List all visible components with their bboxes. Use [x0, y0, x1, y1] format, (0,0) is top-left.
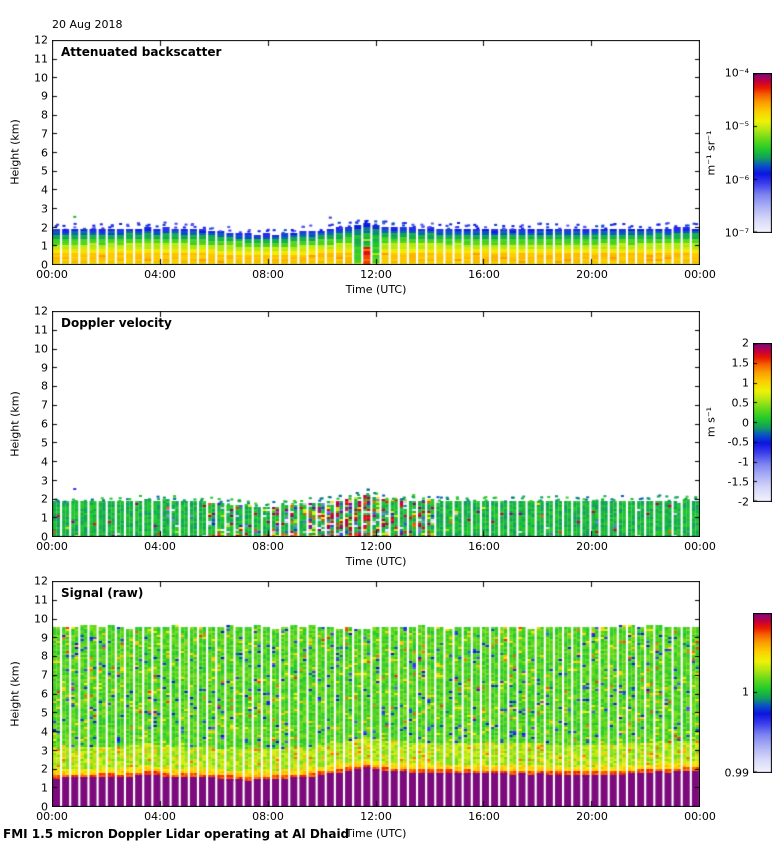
x-tick-label: 00:00: [36, 810, 68, 823]
y-tick-label: 0: [41, 800, 48, 814]
colorbar-tick-label: 10⁻⁵: [724, 119, 749, 133]
y-tick-label: 1: [41, 511, 48, 525]
y-tick-label: 7: [41, 127, 48, 141]
colorbar-tick-label: 0: [742, 416, 749, 429]
colorbar-tick-label: 2: [742, 336, 749, 350]
y-tick-label: 2: [41, 492, 48, 506]
colorbar-tick-label: 1: [742, 685, 749, 699]
signal-colorbar: [753, 613, 772, 773]
x-tick-label: 12:00: [360, 268, 392, 281]
y-tick-label: 0: [41, 258, 48, 272]
velocity-colorbar: [753, 343, 772, 502]
x-tick-label: 08:00: [252, 268, 284, 281]
y-tick-label: 9: [41, 361, 48, 374]
x-axis-label-velocity: Time (UTC): [345, 555, 407, 568]
x-tick-label: 04:00: [144, 810, 176, 823]
y-tick-label: 12: [34, 304, 48, 318]
y-tick-label: 12: [34, 33, 48, 47]
y-tick-label: 2: [41, 762, 48, 776]
colorbar-tick-label: 1.5: [731, 356, 750, 370]
y-tick-label: 3: [41, 202, 48, 216]
colorbar-tick-label: -2: [738, 495, 749, 509]
x-axis-label-backscatter: Time (UTC): [345, 283, 407, 296]
x-tick-label: 12:00: [360, 540, 392, 553]
x-tick-label: 20:00: [576, 540, 608, 553]
colorbar-tick-label: 1: [742, 376, 749, 390]
colorbar-tick-label: -0.5: [727, 435, 749, 449]
x-tick-label: 04:00: [144, 540, 176, 553]
y-tick-label: 9: [41, 631, 48, 644]
y-tick-label: 6: [41, 146, 48, 159]
colorbar-tick-label: 10⁻⁴: [724, 66, 749, 80]
y-tick-label: 12: [34, 574, 48, 588]
x-axis-label-signal: Time (UTC): [345, 827, 407, 840]
backscatter-heatmap: [52, 40, 700, 265]
x-tick-label: 00:00: [36, 268, 68, 281]
y-tick-label: 4: [41, 455, 48, 469]
x-tick-label: 08:00: [252, 540, 284, 553]
date-title: 20 Aug 2018: [52, 18, 123, 31]
y-tick-label: 9: [41, 89, 48, 103]
velocity-heatmap: [52, 311, 700, 537]
x-tick-label: 00:00: [684, 810, 716, 823]
colorbar-tick-label: -1.5: [727, 475, 749, 489]
y-tick-label: 8: [41, 108, 48, 122]
y-tick-label: 5: [41, 164, 48, 178]
y-tick-label: 4: [41, 725, 48, 739]
x-tick-label: 20:00: [576, 268, 608, 281]
y-tick-label: 7: [41, 668, 48, 682]
y-tick-label: 6: [41, 687, 48, 701]
y-tick-label: 2: [41, 221, 48, 234]
y-tick-label: 8: [41, 379, 48, 393]
colorbar-tick-label: 10⁻⁶: [724, 173, 749, 187]
x-tick-label: 00:00: [684, 268, 716, 281]
footer-note: FMI 1.5 micron Doppler Lidar operating a…: [3, 827, 350, 841]
x-tick-label: 12:00: [360, 810, 392, 823]
y-tick-label: 10: [34, 612, 48, 626]
y-tick-label: 10: [34, 71, 48, 84]
y-tick-label: 7: [41, 398, 48, 412]
x-tick-label: 00:00: [36, 540, 68, 553]
y-tick-label: 1: [41, 239, 48, 253]
x-tick-label: 08:00: [252, 810, 284, 823]
panel-title-signal: Signal (raw): [61, 586, 144, 600]
colorbar-tick-label: -1: [738, 455, 749, 469]
signal-heatmap: [52, 581, 700, 807]
panel-title-backscatter: Attenuated backscatter: [61, 45, 222, 59]
colorbar-tick-label: 0.99: [724, 766, 750, 780]
y-tick-label: 3: [41, 474, 48, 487]
x-tick-label: 16:00: [468, 540, 500, 553]
y-tick-label: 11: [34, 52, 48, 66]
y-tick-label: 11: [34, 593, 48, 607]
x-tick-label: 04:00: [144, 268, 176, 281]
y-tick-label: 6: [41, 417, 48, 431]
backscatter-colorbar: [753, 73, 772, 233]
colorbar-tick-label: 0.5: [731, 396, 750, 410]
y-tick-label: 3: [41, 744, 48, 757]
y-tick-label: 0: [41, 530, 48, 544]
y-tick-label: 5: [41, 436, 48, 450]
colorbar-tick-label: 10⁻⁷: [724, 226, 749, 240]
y-tick-label: 11: [34, 323, 48, 337]
x-tick-label: 00:00: [684, 540, 716, 553]
y-tick-label: 10: [34, 342, 48, 356]
y-tick-label: 4: [41, 183, 48, 197]
x-tick-label: 16:00: [468, 810, 500, 823]
backscatter-colorbar-unit: m⁻¹ sr⁻¹: [704, 130, 718, 176]
x-tick-label: 16:00: [468, 268, 500, 281]
x-tick-label: 20:00: [576, 810, 608, 823]
y-tick-label: 1: [41, 781, 48, 795]
panel-title-velocity: Doppler velocity: [61, 316, 172, 330]
y-tick-label: 5: [41, 706, 48, 720]
y-tick-label: 8: [41, 649, 48, 663]
